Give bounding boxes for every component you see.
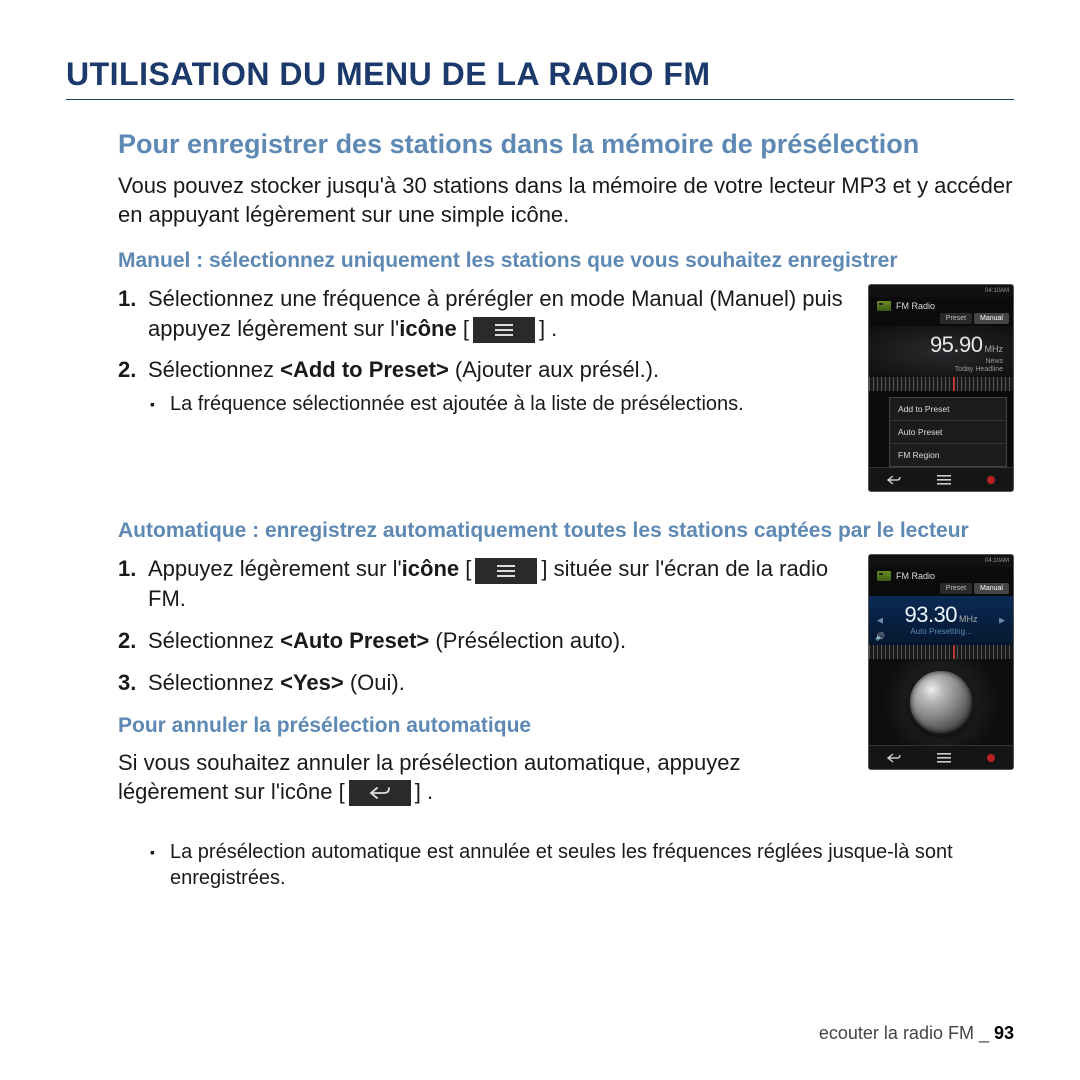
record-icon: [987, 754, 995, 762]
auto-heading: Automatique : enregistrez automatiquemen…: [118, 518, 1014, 544]
cancel-heading: Pour annuler la présélection automatique: [118, 713, 850, 739]
tab-preset: Preset: [940, 583, 972, 594]
tab-manual: Manual: [974, 313, 1009, 324]
cancel-paragraph: Si vous souhaitez annuler la présélectio…: [118, 749, 850, 806]
page-title: UTILISATION DU MENU DE LA RADIO FM: [66, 56, 1014, 100]
back-icon: [887, 753, 901, 763]
menu-icon: [937, 753, 951, 763]
intro-paragraph: Vous pouvez stocker jusqu'à 30 stations …: [118, 172, 1014, 229]
tab-preset: Preset: [940, 313, 972, 324]
record-icon: [987, 476, 995, 484]
cancel-bullet: La présélection automatique est annulée …: [148, 839, 1014, 891]
manual-step-1: Sélectionnez une fréquence à prérégler e…: [118, 284, 850, 343]
auto-step-2: Sélectionnez <Auto Preset> (Présélection…: [118, 626, 850, 656]
section-heading: Pour enregistrer des stations dans la mé…: [118, 128, 1014, 160]
back-icon: [349, 780, 411, 806]
auto-step-1: Appuyez légèrement sur l'icône [] située…: [118, 554, 850, 613]
radio-icon: [877, 301, 891, 311]
menu-icon: [475, 558, 537, 584]
tab-manual: Manual: [974, 583, 1009, 594]
context-menu: Add to Preset Auto Preset FM Region: [889, 397, 1007, 467]
page-footer: ecouter la radio FM _ 93: [819, 1023, 1014, 1044]
speaker-icon: 🔊: [875, 632, 885, 641]
back-icon: [887, 475, 901, 485]
manual-bullet: La fréquence sélectionnée est ajoutée à …: [148, 391, 850, 417]
prev-icon: ◄: [875, 615, 885, 626]
auto-step-3: Sélectionnez <Yes> (Oui).: [118, 668, 850, 698]
next-icon: ►: [997, 615, 1007, 626]
menu-icon: [473, 317, 535, 343]
manual-heading: Manuel : sélectionnez uniquement les sta…: [118, 248, 1014, 274]
phone-screenshot-2: 04:10AM FM Radio Preset Manual ◄ ► 93.30…: [868, 554, 1014, 770]
phone-screenshot-1: 04:10AM FM Radio Preset Manual 95.90MHz …: [868, 284, 1014, 492]
tuning-dial: [908, 669, 974, 735]
menu-icon: [937, 475, 951, 485]
radio-icon: [877, 571, 891, 581]
manual-step-2: Sélectionnez <Add to Preset> (Ajouter au…: [118, 355, 850, 417]
